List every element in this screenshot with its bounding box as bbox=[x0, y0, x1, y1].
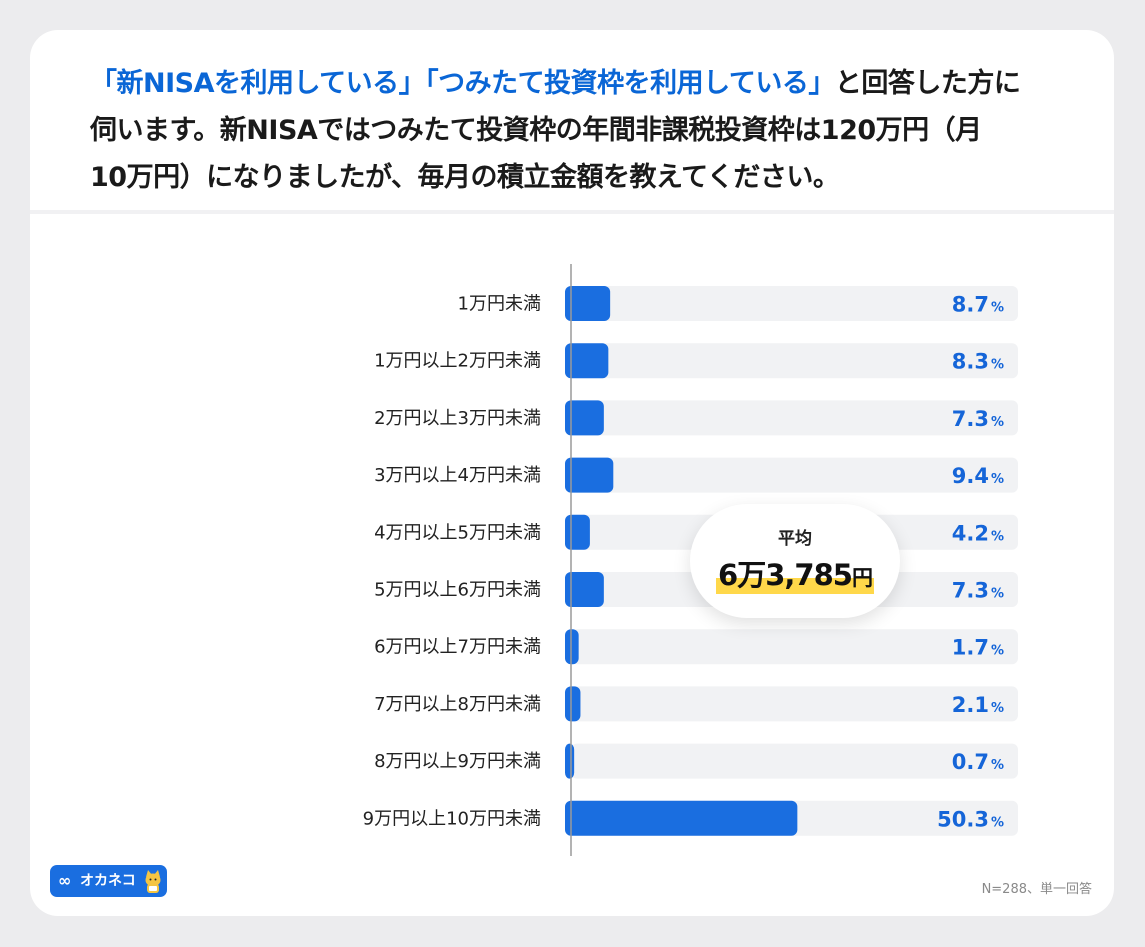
bar bbox=[565, 286, 611, 321]
bar bbox=[565, 457, 614, 493]
bar-track bbox=[571, 629, 1018, 665]
category-label: 5万円以上6万円未満 bbox=[374, 580, 541, 601]
question-text-3: 10万円）になりましたが、毎月の積立金額を教えてください。 bbox=[90, 162, 840, 193]
bar-track bbox=[571, 743, 1018, 779]
sample-note: N=288、単一回答 bbox=[981, 882, 1092, 897]
bar bbox=[565, 400, 604, 436]
bar-track bbox=[571, 686, 1018, 722]
category-label: 2万円以上3万円未満 bbox=[374, 408, 541, 429]
bar-chart: 1万円未満 8.7 %1万円以上2万円未満 8.3 %2万円以上3万円未満 7.3 %3万円… bbox=[363, 264, 1018, 856]
question-text-2: 伺います。新NISAではつみたて投資枠の年間非課税投資枠は120万円（月 bbox=[90, 115, 982, 146]
logo-text: オカネコ bbox=[80, 873, 136, 889]
cat-mascot-icon bbox=[145, 870, 161, 893]
category-label: 6万円以上7万円未満 bbox=[374, 637, 541, 658]
bar bbox=[565, 800, 798, 836]
bar-track bbox=[571, 400, 1018, 436]
average-number: 6万3,785 bbox=[718, 558, 853, 592]
category-label: 1万円未満 bbox=[458, 294, 541, 315]
average-unit: 円 bbox=[851, 566, 873, 590]
infinity-icon: ∞ bbox=[58, 871, 72, 890]
category-label: 1万円以上2万円未満 bbox=[374, 351, 541, 372]
average-bubble: 平均 6万3,785円 bbox=[690, 504, 900, 618]
value-label: 9.4% bbox=[952, 464, 1004, 488]
okaneko-logo: ∞ オカネコ bbox=[50, 865, 167, 897]
category-label: 4万円以上5万円未満 bbox=[374, 522, 541, 543]
average-value: 6万3,785円 bbox=[690, 552, 900, 594]
bar bbox=[565, 743, 575, 779]
bar-track bbox=[571, 343, 1018, 379]
category-label: 7万円以上8万円未満 bbox=[374, 694, 541, 715]
category-label: 8万円以上9万円未満 bbox=[374, 751, 541, 772]
question-text-1: と回答した方に bbox=[834, 68, 1021, 99]
bar-track bbox=[571, 457, 1018, 493]
chart-card: 「新NISAを利用している」「つみたて投資枠を利用している」と回答した方に 伺い… bbox=[30, 30, 1114, 916]
bar bbox=[565, 686, 581, 722]
bar bbox=[565, 343, 609, 379]
bar bbox=[565, 629, 579, 665]
average-label: 平均 bbox=[778, 529, 812, 549]
question-highlight: 「新NISAを利用している」「つみたて投資枠を利用している」 bbox=[90, 68, 835, 99]
bar-track bbox=[571, 286, 1018, 321]
category-label: 9万円以上10万円未満 bbox=[363, 808, 541, 829]
question-title: 「新NISAを利用している」「つみたて投資枠を利用している」と回答した方に 伺い… bbox=[90, 60, 1080, 201]
bar bbox=[565, 572, 604, 607]
category-label: 3万円以上4万円未満 bbox=[374, 465, 541, 486]
bar bbox=[565, 514, 590, 550]
title-divider bbox=[30, 210, 1114, 214]
